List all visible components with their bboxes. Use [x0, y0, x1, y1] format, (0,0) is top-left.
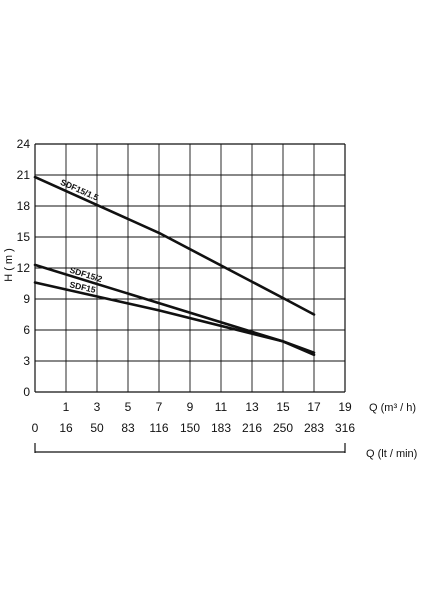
y-tick-label: 3: [23, 354, 30, 368]
curve-sdf15: [33, 281, 316, 357]
y-tick-label: 9: [23, 292, 30, 306]
x2-tick-label: 16: [59, 421, 73, 435]
x2-tick-label: 83: [121, 421, 135, 435]
x2-tick-label: 283: [304, 421, 324, 435]
x-tick-label: 17: [307, 400, 321, 414]
x-tick-label: 3: [94, 400, 101, 414]
x-tick-label: 19: [338, 400, 352, 414]
y-tick-label: 12: [17, 261, 31, 275]
y-tick-label: 18: [17, 199, 31, 213]
x2-tick-label: 50: [90, 421, 104, 435]
x2-tick-labels: 0 16 50 83 116 150 183 216 250 283 316: [32, 421, 356, 435]
y-tick-labels: 24 21 18 15 12 9 6 3 0: [17, 137, 31, 399]
x2-tick-label: 150: [180, 421, 200, 435]
x-tick-label: 7: [156, 400, 163, 414]
x2-axis-title: Q (lt / min): [366, 448, 417, 460]
x2-tick-label: 250: [273, 421, 293, 435]
y-tick-label: 6: [23, 323, 30, 337]
x2-tick-label: 116: [149, 421, 168, 435]
x-tick-label: 15: [276, 400, 290, 414]
x2-tick-label: 316: [335, 421, 355, 435]
x-tick-label: 9: [187, 400, 194, 414]
x-tick-label: 13: [245, 400, 259, 414]
x2-tick-label: 183: [211, 421, 231, 435]
lt-min-scale-bar: [34, 443, 346, 453]
y-tick-label: 0: [23, 385, 30, 399]
y-tick-label: 21: [17, 168, 31, 182]
curve-sdf15-1-5: [33, 175, 316, 316]
y-tick-label: 24: [17, 137, 31, 151]
x2-tick-label: 216: [242, 421, 262, 435]
y-tick-label: 15: [17, 230, 31, 244]
x2-tick-label: 0: [32, 421, 39, 435]
chart-grid: [34, 143, 346, 393]
x-tick-label: 1: [63, 400, 70, 414]
x-axis-title: Q (m³ / h): [369, 402, 416, 414]
x-tick-label: 11: [215, 400, 228, 414]
pump-curves: [33, 175, 316, 357]
y-axis-title: H ( m ): [3, 248, 15, 282]
x-tick-labels: 1 3 5 7 9 11 13 15 17 19: [63, 400, 352, 414]
x-tick-label: 5: [125, 400, 132, 414]
